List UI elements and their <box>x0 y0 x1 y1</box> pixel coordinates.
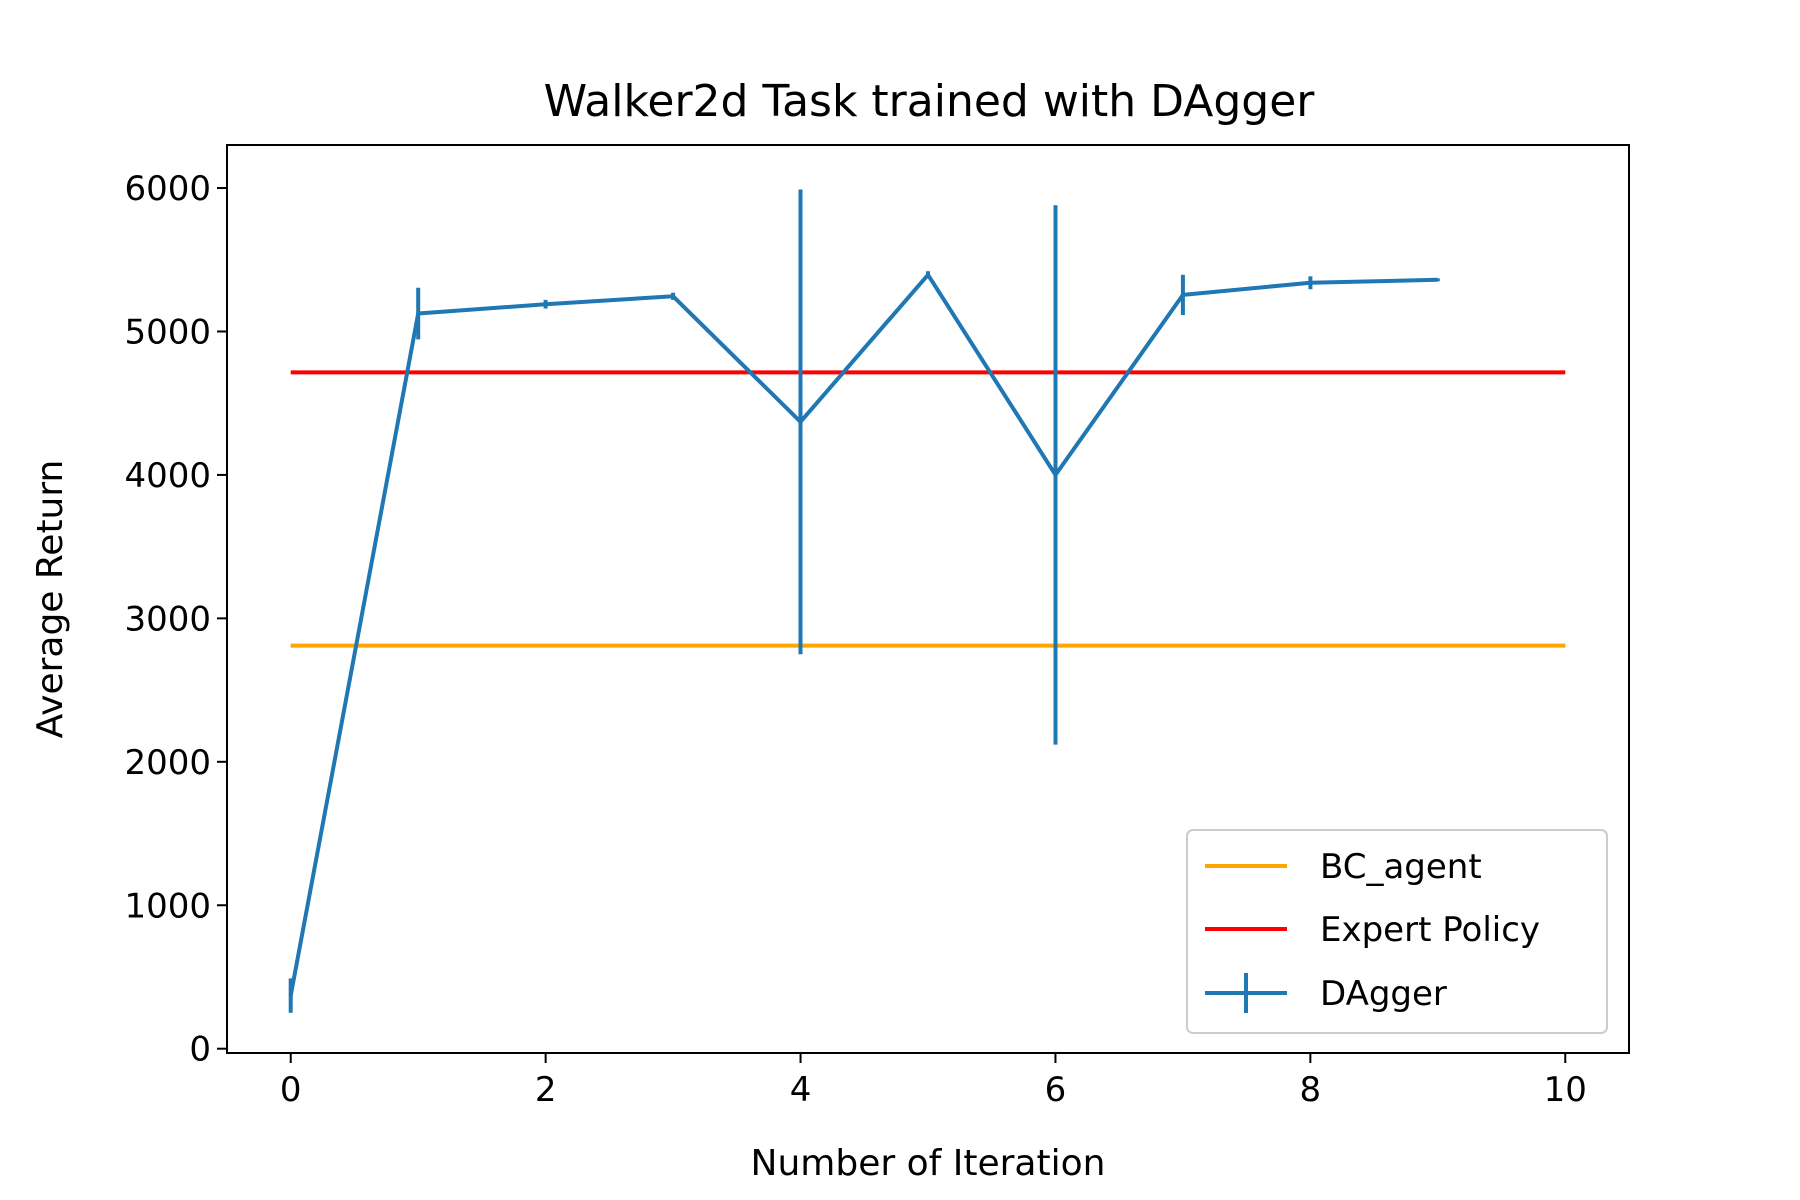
x-tick-label-4: 4 <box>790 1070 812 1110</box>
legend-label-dagger: DAgger <box>1320 974 1447 1014</box>
legend-label-expert-policy: Expert Policy <box>1320 910 1540 950</box>
y-tick-label-1000: 1000 <box>124 886 211 926</box>
y-tick-label-2000: 2000 <box>124 743 211 783</box>
x-tick-label-2: 2 <box>535 1070 557 1110</box>
plot-area <box>288 189 1566 1013</box>
x-tick-label-6: 6 <box>1045 1070 1067 1110</box>
series-line-dagger <box>288 272 1438 996</box>
y-tick-label-5000: 5000 <box>124 312 211 352</box>
y-tick-label-4000: 4000 <box>124 456 211 496</box>
y-tick-label-3000: 3000 <box>124 599 211 639</box>
y-tick-label-6000: 6000 <box>124 169 211 209</box>
y-axis: 0 1000 2000 3000 4000 5000 6000 <box>124 169 227 1070</box>
y-axis-label: Average Return <box>30 460 71 739</box>
legend: BC_agent Expert Policy DAgger <box>1186 829 1608 1034</box>
legend-box <box>1186 829 1608 1034</box>
y-tick-label-0: 0 <box>189 1030 211 1070</box>
x-tick-label-10: 10 <box>1544 1070 1587 1110</box>
legend-label-bc-agent: BC_agent <box>1320 847 1482 887</box>
chart-title: Walker2d Task trained with DAgger <box>544 76 1316 127</box>
x-tick-label-8: 8 <box>1300 1070 1322 1110</box>
x-axis: 0 2 4 6 8 10 <box>280 1053 1587 1110</box>
x-axis-label: Number of Iteration <box>751 1143 1106 1184</box>
x-tick-label-0: 0 <box>280 1070 302 1110</box>
axes-frame <box>226 144 1630 1054</box>
